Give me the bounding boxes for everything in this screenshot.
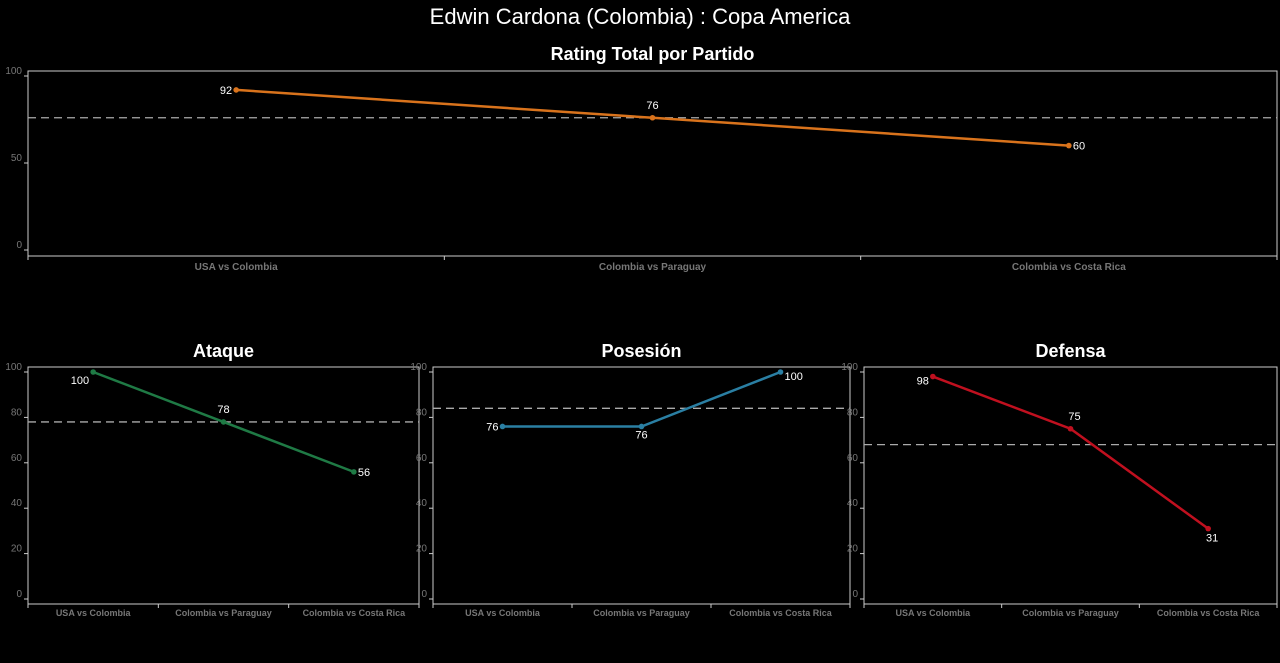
data-label: 100: [71, 375, 89, 387]
y-tick-label: 60: [847, 453, 859, 464]
data-label: 100: [785, 371, 803, 383]
plot-frame: [432, 366, 851, 605]
y-tick-label: 60: [11, 453, 23, 464]
y-tick-label: 80: [11, 407, 23, 418]
chart-title: Rating Total por Partido: [551, 44, 755, 64]
series-line: [502, 370, 781, 428]
x-tick-label: Colombia vs Costa Rica: [303, 608, 407, 618]
y-tick-label: 20: [847, 544, 859, 555]
plot-frame: [27, 70, 1278, 257]
data-point: [1067, 425, 1074, 432]
series-line: [932, 375, 1209, 530]
data-point: [233, 87, 239, 93]
y-tick-label: 0: [16, 589, 22, 600]
data-label: 56: [358, 467, 370, 479]
chart-title: Posesión: [601, 341, 681, 361]
data-label: 60: [1073, 141, 1085, 153]
y-tick-label: 80: [847, 407, 859, 418]
chart-ataque: Ataque 0 20 40 60 80 100 USA vs Colombia Colombi…: [5, 341, 420, 618]
data-point: [1066, 142, 1072, 149]
data-label: 92: [220, 85, 232, 97]
data-label: 78: [217, 404, 229, 416]
x-tick-label: USA vs Colombia: [195, 262, 278, 273]
data-point: [220, 419, 227, 425]
x-tick-label: Colombia vs Costa Rica: [729, 608, 833, 618]
y-tick-label: 100: [5, 362, 22, 373]
y-tick-label: 50: [11, 153, 23, 164]
x-tick-label: USA vs Colombia: [465, 608, 541, 618]
x-tick-label: Colombia vs Costa Rica: [1012, 262, 1126, 273]
x-tick-label: Colombia vs Paraguay: [593, 608, 690, 618]
y-tick-label: 20: [416, 544, 428, 555]
data-point: [930, 373, 936, 380]
chart-defensa: Defensa 0 20 40 60 80 100 USA vs Colombia Colomb…: [841, 341, 1278, 618]
chart-title: Ataque: [193, 341, 254, 361]
y-tick-label: 0: [852, 589, 858, 600]
data-label: 76: [486, 421, 498, 433]
data-label: 75: [1068, 411, 1080, 423]
y-tick-label: 100: [5, 66, 22, 77]
data-label: 98: [917, 376, 929, 388]
x-tick-label: Colombia vs Costa Rica: [1157, 608, 1261, 618]
data-point: [777, 369, 784, 375]
y-tick-label: 100: [841, 362, 858, 373]
dashboard-title: Edwin Cardona (Colombia) : Copa America: [429, 4, 851, 29]
y-tick-label: 40: [847, 498, 859, 509]
data-point: [90, 369, 96, 375]
plot-frame: [27, 366, 420, 605]
y-tick-label: 80: [416, 407, 428, 418]
data-label: 31: [1206, 533, 1218, 545]
x-tick-label: Colombia vs Paraguay: [599, 262, 707, 273]
data-point: [351, 469, 357, 475]
data-point: [499, 423, 506, 430]
chart-posesi-n: Posesión 0 20 40 60 80 100 USA vs Colombia Colom…: [410, 341, 851, 618]
chart-title: Defensa: [1035, 341, 1106, 361]
y-tick-label: 0: [16, 240, 22, 251]
data-point: [638, 423, 645, 430]
y-tick-label: 40: [11, 498, 23, 509]
x-tick-label: USA vs Colombia: [895, 608, 971, 618]
data-label: 76: [646, 100, 658, 112]
x-tick-label: Colombia vs Paraguay: [1022, 608, 1119, 618]
x-tick-label: USA vs Colombia: [56, 608, 132, 618]
x-tick-label: Colombia vs Paraguay: [175, 608, 272, 618]
data-label: 76: [635, 429, 647, 441]
y-tick-label: 100: [410, 362, 427, 373]
data-point: [1205, 525, 1211, 532]
chart-rating-total-por-partido: Rating Total por Partido 0 50 100 USA vs Col…: [5, 44, 1278, 273]
y-tick-label: 40: [416, 498, 428, 509]
y-tick-label: 60: [416, 453, 428, 464]
y-tick-label: 20: [11, 544, 23, 555]
data-point: [649, 114, 656, 121]
plot-frame: [863, 366, 1278, 605]
y-tick-label: 0: [421, 589, 427, 600]
